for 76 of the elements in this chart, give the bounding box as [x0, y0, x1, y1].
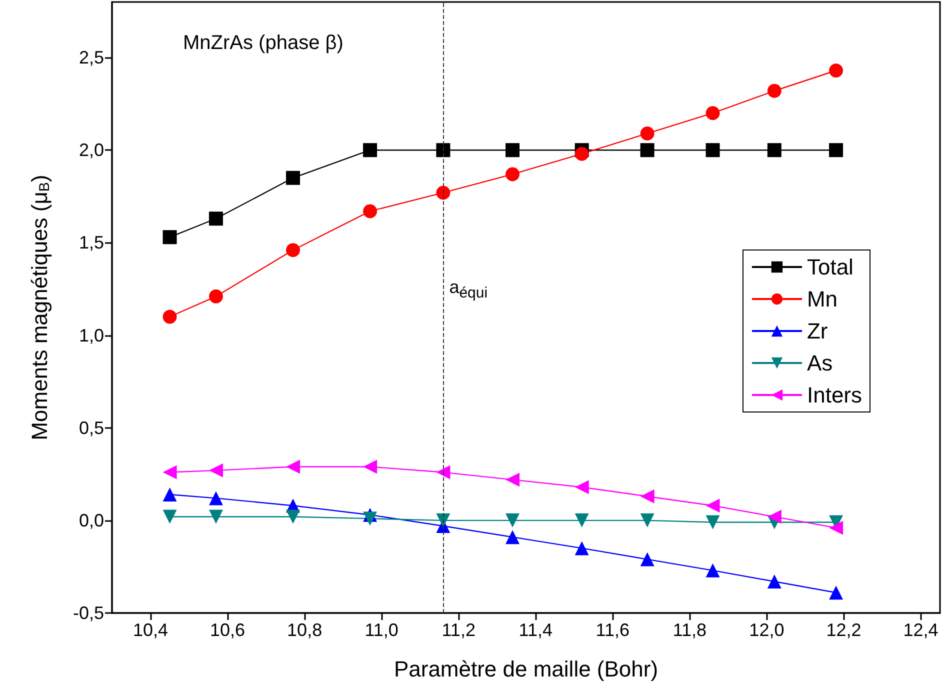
point [286, 170, 300, 185]
legend-label: Total [806, 254, 854, 280]
legend-label: Zr [806, 318, 828, 344]
point [767, 510, 782, 524]
point [363, 204, 378, 218]
x-tick-label: 11,6 [596, 620, 630, 640]
x-tick-label: 10,4 [132, 620, 168, 640]
point [436, 143, 450, 158]
y-tick-label: -0,5 [72, 603, 104, 623]
point [640, 143, 654, 158]
x-tick-label: 11,4 [518, 620, 552, 640]
point [706, 563, 720, 578]
point [363, 512, 378, 526]
point [640, 513, 654, 528]
point [506, 143, 520, 158]
x-tick-label: 11,2 [442, 620, 476, 640]
point [767, 84, 782, 98]
point [640, 126, 654, 140]
point [162, 510, 177, 524]
point [286, 460, 300, 474]
y-axis-title: Moments magnétiques (μB) [27, 174, 53, 440]
point [574, 541, 589, 556]
x-tick-label: 11,0 [364, 620, 398, 640]
legend-label: As [806, 350, 833, 376]
point [640, 552, 654, 566]
point [436, 186, 450, 200]
point [829, 520, 844, 535]
point [162, 488, 177, 502]
y-tick-label: 0,0 [78, 510, 104, 530]
point [506, 472, 520, 487]
y-tick-label: 1,5 [78, 232, 104, 253]
annotation: MnZrAs (phase β) [183, 32, 344, 54]
point [640, 489, 654, 504]
point [162, 310, 177, 324]
point [574, 146, 589, 161]
x-axis-title: Paramètre de maille (Bohr) [394, 656, 658, 682]
point [208, 212, 223, 226]
point [208, 289, 223, 304]
point [706, 498, 720, 513]
x-tick-label: 10,8 [287, 620, 322, 640]
x-tick-label: 12,2 [826, 620, 862, 640]
point [767, 143, 782, 158]
legend-label: Mn [806, 286, 838, 312]
legend-label: Inters [806, 382, 862, 408]
point [286, 243, 300, 258]
point [574, 513, 589, 528]
x-tick-label: 12,4 [903, 620, 938, 640]
point [162, 465, 177, 480]
point [706, 106, 720, 120]
ref-line-label: a$_{équi}$ [449, 276, 488, 302]
point [363, 143, 378, 158]
point [706, 143, 720, 158]
x-tick-label: 10,6 [210, 620, 246, 640]
point [208, 463, 223, 478]
x-tick-label: 12,0 [749, 620, 784, 640]
point [706, 515, 720, 530]
point [506, 513, 520, 528]
point [436, 513, 450, 528]
y-tick-label: 1,0 [78, 325, 104, 346]
y-tick-label: 2,5 [78, 48, 104, 68]
point [506, 167, 520, 182]
point [829, 586, 844, 600]
point [363, 460, 378, 474]
point [286, 510, 300, 524]
point [829, 143, 844, 158]
point [829, 64, 844, 78]
point [506, 530, 520, 544]
y-tick-label: 0,5 [78, 418, 104, 438]
point [162, 230, 177, 244]
point [436, 465, 450, 480]
y-tick-label: 2,0 [78, 140, 104, 160]
point [574, 480, 589, 494]
point [208, 510, 223, 524]
point [208, 491, 223, 506]
x-tick-label: 11,8 [672, 620, 707, 640]
point [767, 574, 782, 589]
